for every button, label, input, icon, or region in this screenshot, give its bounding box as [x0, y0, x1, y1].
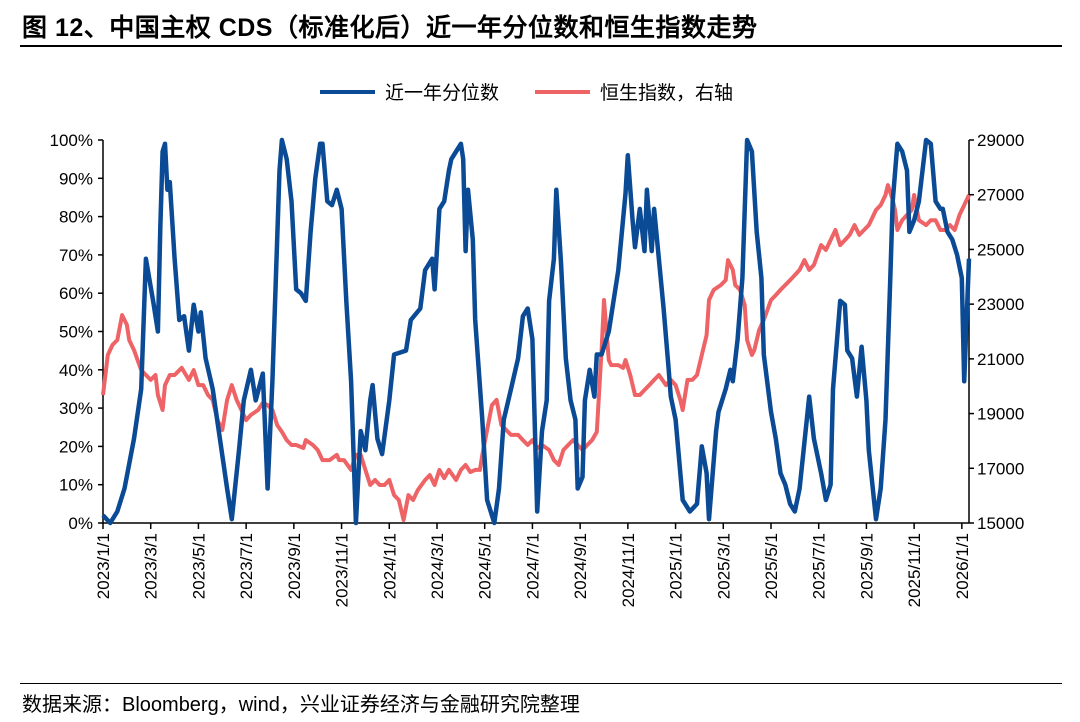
left-tick-label: 50%	[59, 323, 93, 342]
right-tick-label: 25000	[977, 240, 1024, 259]
chart-title: 图 12、中国主权 CDS（标准化后）近一年分位数和恒生指数走势	[22, 14, 758, 42]
x-tick-label: 2025/7/1	[810, 533, 829, 599]
title-divider	[20, 45, 1062, 47]
right-tick-label: 15000	[977, 514, 1024, 533]
right-tick-label: 23000	[977, 295, 1024, 314]
left-tick-label: 20%	[59, 437, 93, 456]
x-tick-label: 2023/7/1	[237, 533, 256, 599]
series-line-percentile	[101, 137, 972, 526]
source-note: 数据来源：Bloomberg，wind，兴业证券经济与金融研究院整理	[22, 694, 580, 716]
x-tick-label: 2023/11/1	[333, 533, 352, 607]
x-tick-label: 2023/5/1	[189, 533, 208, 599]
x-tick-label: 2024/5/1	[476, 533, 495, 599]
right-tick-label: 19000	[977, 405, 1024, 424]
right-tick-label: 17000	[977, 459, 1024, 478]
x-tick-label: 2025/5/1	[762, 533, 781, 599]
x-tick-label: 2024/1/1	[380, 533, 399, 599]
right-tick-label: 27000	[977, 186, 1024, 205]
x-tick-label: 2025/11/1	[905, 533, 924, 607]
left-tick-label: 40%	[59, 361, 93, 380]
x-tick-label: 2024/11/1	[619, 533, 638, 607]
legend: 近一年分位数 恒生指数，右轴	[320, 82, 733, 104]
x-tick-label: 2023/1/1	[94, 533, 113, 599]
left-tick-label: 80%	[59, 208, 93, 227]
x-tick-label: 2024/7/1	[523, 533, 542, 599]
x-tick-label: 2025/3/1	[714, 533, 733, 599]
legend-label-hsi: 恒生指数，右轴	[600, 82, 733, 104]
left-tick-label: 90%	[59, 169, 93, 188]
x-tick-label: 2024/3/1	[428, 533, 447, 599]
left-tick-label: 100%	[50, 131, 93, 150]
right-tick-label: 29000	[977, 131, 1024, 150]
source-divider	[20, 683, 1062, 684]
x-tick-label: 2023/3/1	[142, 533, 161, 599]
x-tick-label: 2025/1/1	[667, 533, 686, 599]
legend-label-percentile: 近一年分位数	[385, 82, 499, 104]
left-tick-label: 0%	[68, 514, 93, 533]
right-tick-label: 21000	[977, 350, 1024, 369]
chart: 近一年分位数 恒生指数，右轴 0% 10% 20% 30% 40% 50% 60% 70% 80…	[50, 82, 1025, 607]
left-tick-label: 60%	[59, 284, 93, 303]
x-tick-label: 2024/9/1	[571, 533, 590, 599]
left-tick-label: 70%	[59, 246, 93, 265]
x-tick-label: 2025/9/1	[857, 533, 876, 599]
left-tick-label: 30%	[59, 399, 93, 418]
series-line-hsi	[101, 183, 971, 522]
x-tick-label: 2026/1/1	[953, 533, 972, 599]
x-tick-label: 2023/9/1	[285, 533, 304, 599]
left-tick-label: 10%	[59, 476, 93, 495]
